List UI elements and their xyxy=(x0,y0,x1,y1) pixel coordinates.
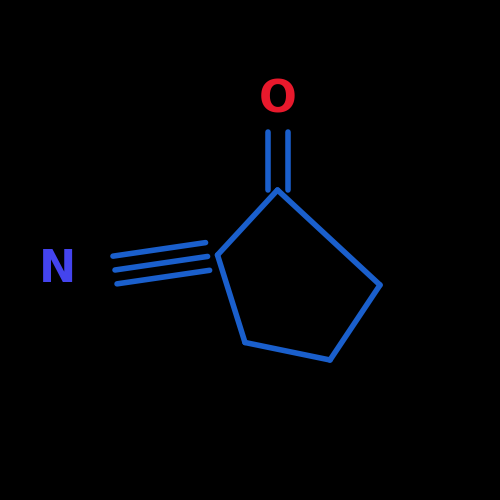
Text: N: N xyxy=(39,248,76,292)
Text: O: O xyxy=(258,78,296,122)
